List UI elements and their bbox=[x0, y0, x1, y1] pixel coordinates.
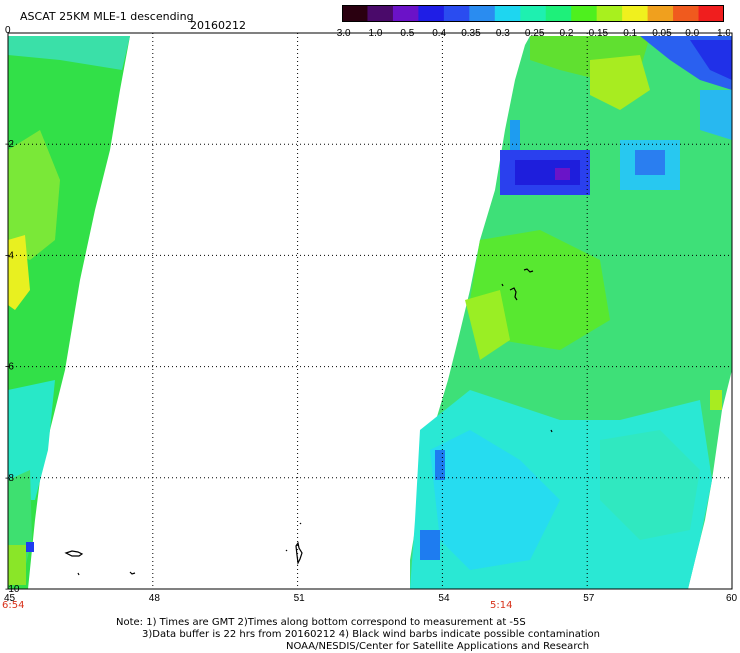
colorbar-tick-label: -0.05 bbox=[649, 28, 672, 38]
x-tick-label: 60 bbox=[726, 593, 738, 604]
x-tick-label: 51 bbox=[294, 593, 306, 604]
colorbar-tick-label: 1.0 bbox=[717, 28, 730, 38]
product-date: 20160212 bbox=[190, 19, 246, 32]
colorbar-tick-label: -0.15 bbox=[585, 28, 608, 38]
colorbar-swatch bbox=[596, 5, 623, 22]
colorbar-tick-label: -0.4 bbox=[429, 28, 447, 38]
product-title: ASCAT 25KM MLE-1 descending bbox=[20, 10, 194, 23]
colorbar-tick-label: -3.0 bbox=[333, 28, 351, 38]
colorbar-swatch bbox=[367, 5, 394, 22]
colorbar-swatch bbox=[469, 5, 496, 22]
colorbar-swatch bbox=[520, 5, 547, 22]
colorbar-tick-labels: -3.0 -1.0 -0.5 -0.4 -0.35 -0.3 -0.25 -0.2 -0.15 -… bbox=[333, 28, 730, 38]
colorbar-swatch bbox=[571, 5, 598, 22]
note-line-1: Note: 1) Times are GMT 2)Times along bot… bbox=[116, 617, 526, 628]
colorbar-tick-label: -0.1 bbox=[620, 28, 638, 38]
plot-frame bbox=[7, 32, 733, 590]
colorbar-swatch bbox=[622, 5, 649, 22]
x-tick-label: 54 bbox=[438, 593, 450, 604]
x-tick-label: 48 bbox=[149, 593, 161, 604]
colorbar-swatch bbox=[443, 5, 470, 22]
colorbar-tick-label: -1.0 bbox=[365, 28, 383, 38]
gridlines bbox=[8, 33, 732, 589]
colorbar-swatch bbox=[545, 5, 572, 22]
colorbar-swatch bbox=[418, 5, 445, 22]
time-left: 6:54 bbox=[2, 600, 25, 611]
y-tick-label: -4 bbox=[5, 250, 14, 261]
axis-tick-labels: 45 48 51 54 57 60 0 -2 -4 -6 -8 -10 bbox=[4, 25, 738, 604]
colorbar-tick-label: -0.35 bbox=[458, 28, 481, 38]
colorbar-tick-label: -0.2 bbox=[556, 28, 574, 38]
colorbar bbox=[342, 5, 724, 22]
coastlines bbox=[64, 268, 553, 576]
colorbar-tick-label: -0.5 bbox=[397, 28, 415, 38]
note-line-3: NOAA/NESDIS/Center for Satellite Applica… bbox=[286, 641, 590, 652]
colorbar-tick-label: -0.25 bbox=[522, 28, 545, 38]
colorbar-swatch bbox=[494, 5, 521, 22]
y-tick-label: -2 bbox=[5, 139, 14, 150]
note-line-2: 3)Data buffer is 22 hrs from 20160212 4)… bbox=[142, 629, 600, 640]
x-tick-label: 45 bbox=[4, 593, 16, 604]
y-tick-label: -8 bbox=[5, 473, 14, 484]
left-swath bbox=[8, 36, 130, 589]
colorbar-swatch bbox=[698, 5, 724, 22]
colorbar-swatch bbox=[342, 5, 368, 22]
y-tick-label: 0 bbox=[5, 25, 11, 36]
time-right: 5:14 bbox=[490, 600, 513, 611]
right-swath bbox=[410, 36, 732, 589]
colorbar-swatch bbox=[647, 5, 674, 22]
x-tick-label: 57 bbox=[583, 593, 595, 604]
colorbar-tick-label: 0.0 bbox=[685, 28, 699, 38]
y-tick-label: -10 bbox=[5, 584, 20, 595]
colorbar-tick-label: -0.3 bbox=[493, 28, 511, 38]
y-tick-label: -6 bbox=[5, 362, 14, 373]
colorbar-swatch bbox=[392, 5, 419, 22]
footnotes: Note: 1) Times are GMT 2)Times along bot… bbox=[116, 617, 600, 653]
colorbar-swatch bbox=[673, 5, 700, 22]
